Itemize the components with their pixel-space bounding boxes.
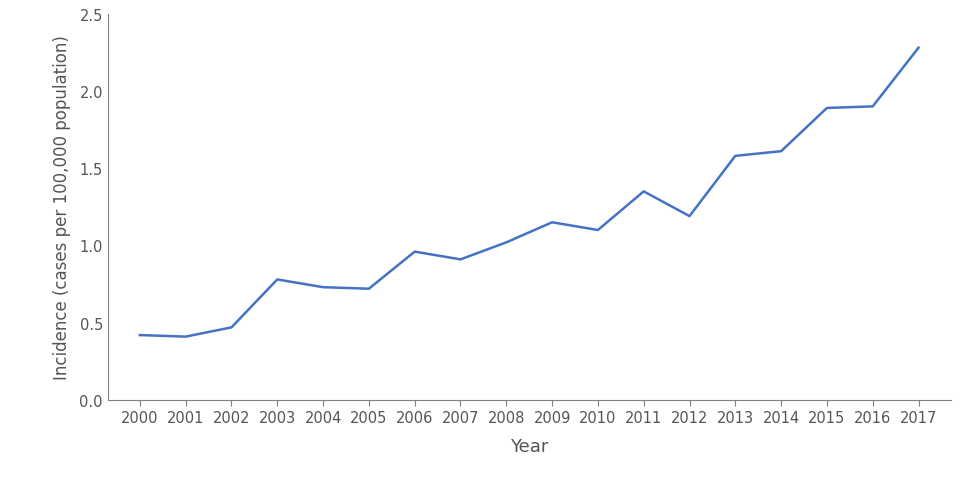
Y-axis label: Incidence (cases per 100,000 population): Incidence (cases per 100,000 population): [53, 35, 72, 380]
X-axis label: Year: Year: [510, 437, 549, 455]
